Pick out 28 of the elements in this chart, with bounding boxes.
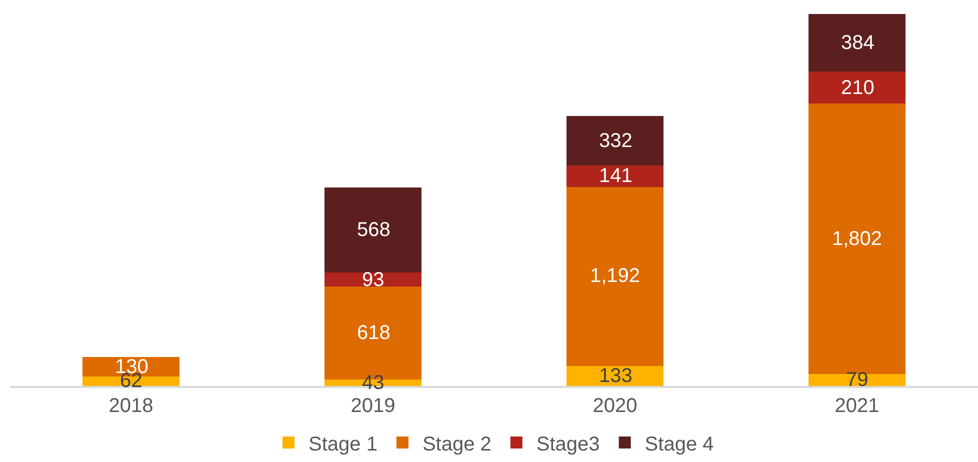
data-label: 568	[357, 219, 390, 241]
x-tick-label: 2019	[350, 394, 396, 417]
data-label: 210	[841, 77, 874, 99]
bar	[324, 187, 422, 273]
legend-label: Stage 1	[308, 433, 378, 456]
data-label: 93	[362, 269, 384, 291]
data-label: 1,192	[590, 265, 640, 287]
data-label: 618	[357, 322, 390, 344]
bar	[566, 166, 664, 187]
x-tick-label: 2021	[834, 394, 880, 417]
data-label: 133	[599, 365, 632, 387]
data-label: 1,802	[832, 228, 882, 250]
legend-label: Stage 2	[422, 433, 492, 456]
data-label: 79	[846, 369, 868, 391]
bar	[808, 374, 906, 386]
x-tick-label: 2018	[108, 394, 154, 417]
legend-label: Stage3	[536, 433, 600, 456]
bar	[566, 366, 664, 386]
data-label: 332	[599, 130, 632, 152]
bar	[566, 186, 664, 366]
legend-label: Stage 4	[644, 433, 714, 456]
bar	[808, 14, 906, 72]
data-label: 384	[841, 32, 874, 54]
data-label: 141	[599, 165, 632, 187]
bar	[566, 116, 664, 166]
bar	[808, 72, 906, 104]
x-tick-label: 2020	[592, 394, 638, 417]
bar	[324, 272, 422, 287]
